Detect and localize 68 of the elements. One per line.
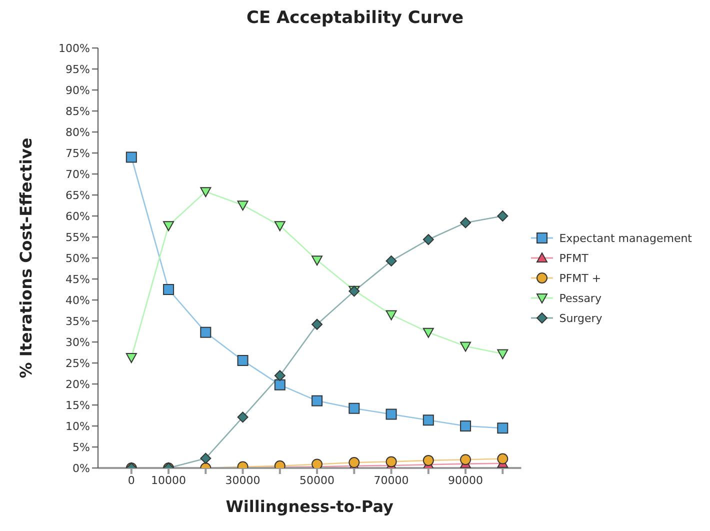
point (422, 454, 434, 466)
chart-title: CE Acceptability Curve (246, 8, 464, 30)
x-tick-label: 10000 (151, 474, 186, 487)
point (163, 284, 174, 295)
x-tick-label: 90000 (448, 474, 484, 487)
y-tick-label: 5% (72, 440, 90, 454)
point (422, 328, 434, 338)
legend-label: Pessary (559, 292, 602, 304)
y-tick-label: 60% (66, 210, 90, 223)
point (312, 318, 323, 330)
point (460, 454, 472, 466)
y-tick-label: 45% (66, 272, 90, 286)
point (274, 370, 286, 382)
point (386, 456, 397, 468)
point (348, 402, 360, 414)
y-tick-label: 40% (66, 294, 90, 307)
point (312, 256, 323, 266)
x-tick-label: 50000 (300, 474, 335, 487)
point (200, 326, 212, 338)
y-tick-label: 95% (66, 62, 90, 76)
y-tick-label: 90% (66, 84, 90, 97)
point (126, 353, 137, 364)
point (386, 310, 397, 320)
x-tick-label: 70000 (374, 474, 409, 487)
point (497, 210, 508, 222)
y-tick-label: 0% (72, 462, 90, 475)
point (460, 420, 472, 432)
y-tick-label: 75% (66, 146, 90, 160)
y-tick-label: 80% (66, 126, 90, 139)
point (312, 395, 323, 406)
point (422, 414, 434, 426)
x-tick-label: 0 (128, 474, 135, 487)
y-tick-label: 85% (66, 104, 90, 118)
point (200, 452, 212, 464)
y-tick-label: 65% (66, 188, 90, 202)
point (200, 187, 212, 198)
point (497, 349, 508, 360)
y-tick-label: 25% (66, 356, 90, 370)
point (274, 221, 286, 232)
legend-label: Expectant management (559, 232, 692, 244)
point (163, 221, 174, 232)
point (237, 200, 248, 211)
y-tick-label: 20% (66, 378, 90, 391)
y-tick-label: 15% (66, 398, 90, 412)
y-tick-label: 100% (58, 42, 90, 55)
y-tick-label: 30% (66, 336, 90, 349)
y-tick-label: 55% (66, 230, 90, 244)
point (237, 354, 248, 366)
legend-label: PFMT (559, 252, 588, 264)
y-axis-title: % Iterations Cost-Effective (16, 138, 36, 378)
y-tick-label: 50% (66, 252, 90, 265)
point (497, 422, 508, 434)
point (237, 412, 248, 423)
legend-label: PFMT + (559, 272, 602, 284)
point (460, 342, 472, 352)
point (386, 255, 397, 266)
x-axis-title: Willingness-to-Pay (226, 497, 394, 516)
point (422, 234, 434, 246)
y-tick-label: 70% (66, 168, 90, 181)
y-tick-label: 35% (66, 314, 90, 328)
point (274, 379, 286, 390)
y-tick-label: 10% (66, 420, 90, 433)
point (386, 408, 397, 420)
x-tick-label: 30000 (225, 474, 260, 487)
point (126, 152, 137, 163)
point (497, 453, 508, 464)
point (460, 217, 472, 228)
legend-label: Surgery (559, 312, 602, 324)
